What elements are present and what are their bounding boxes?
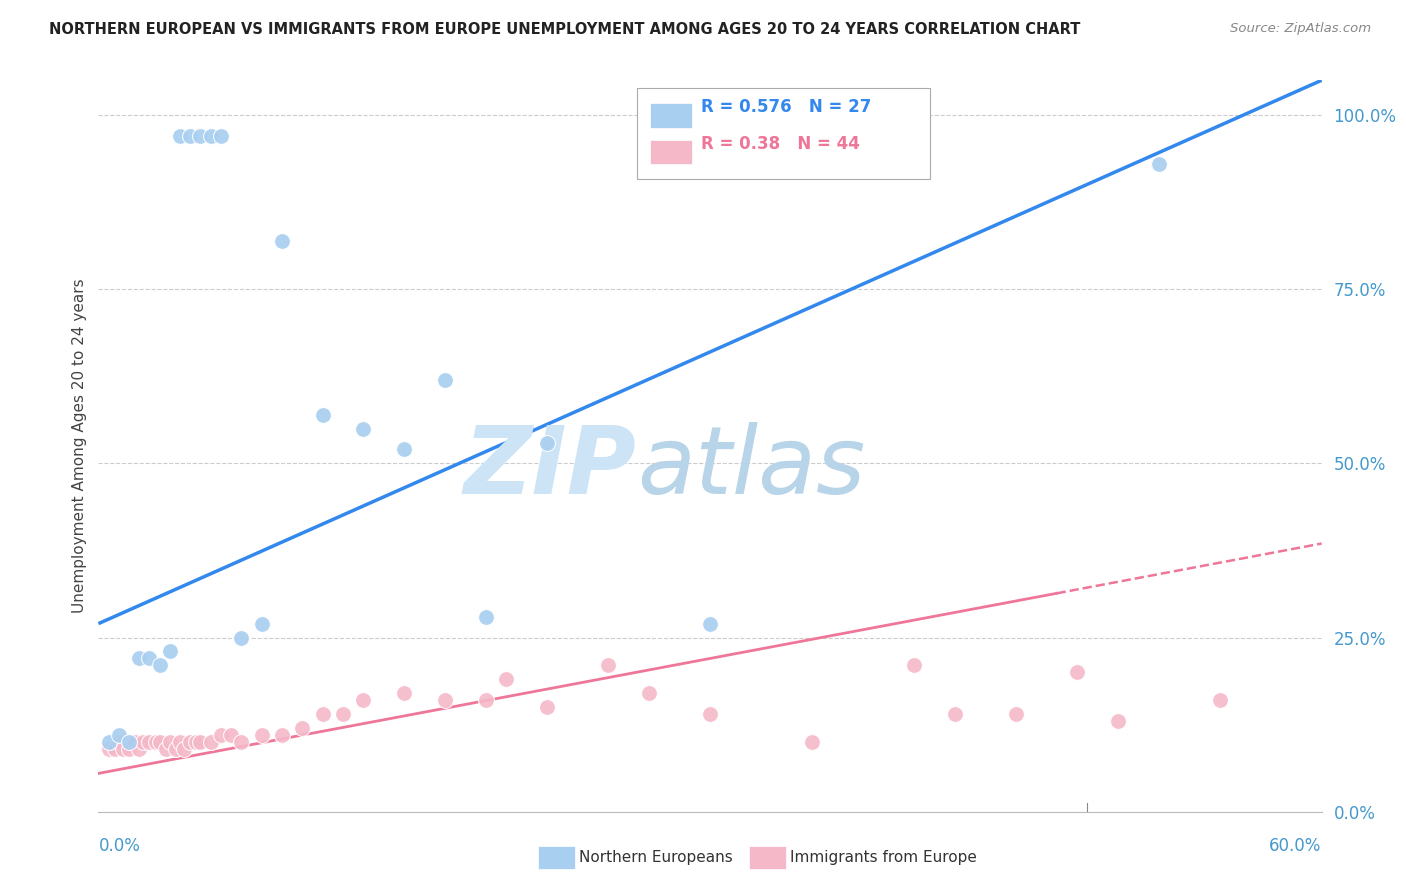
- Point: [179, 128, 201, 143]
- Point: [97, 742, 120, 756]
- Point: [165, 742, 187, 756]
- Point: [124, 735, 146, 749]
- Point: [801, 735, 824, 749]
- FancyBboxPatch shape: [637, 87, 931, 179]
- Point: [434, 693, 457, 707]
- Point: [250, 616, 273, 631]
- Point: [250, 728, 273, 742]
- Point: [332, 707, 354, 722]
- Point: [97, 735, 120, 749]
- Point: [1107, 714, 1129, 728]
- Point: [434, 373, 457, 387]
- Point: [118, 742, 141, 756]
- Point: [128, 742, 150, 756]
- Point: [149, 735, 172, 749]
- Text: Immigrants from Europe: Immigrants from Europe: [790, 850, 977, 864]
- Point: [1209, 693, 1232, 707]
- Point: [188, 128, 212, 143]
- Point: [699, 707, 721, 722]
- Point: [392, 442, 416, 457]
- Point: [392, 686, 416, 700]
- Point: [169, 128, 191, 143]
- Point: [536, 435, 558, 450]
- Point: [132, 735, 155, 749]
- Point: [903, 658, 925, 673]
- Point: [108, 735, 131, 749]
- Point: [352, 421, 374, 435]
- Point: [111, 742, 134, 756]
- Text: 0.0%: 0.0%: [98, 838, 141, 855]
- Point: [270, 728, 294, 742]
- Point: [1066, 665, 1088, 680]
- Point: [1147, 157, 1170, 171]
- Point: [159, 644, 181, 658]
- Point: [231, 631, 253, 645]
- Point: [474, 693, 498, 707]
- Text: 60.0%: 60.0%: [1270, 838, 1322, 855]
- Point: [138, 735, 160, 749]
- Point: [104, 742, 127, 756]
- Y-axis label: Unemployment Among Ages 20 to 24 years: Unemployment Among Ages 20 to 24 years: [72, 278, 87, 614]
- Point: [270, 234, 294, 248]
- Text: R = 0.38   N = 44: R = 0.38 N = 44: [702, 135, 860, 153]
- FancyBboxPatch shape: [650, 103, 692, 128]
- Point: [312, 707, 335, 722]
- Point: [169, 735, 191, 749]
- Point: [173, 742, 195, 756]
- Point: [219, 728, 242, 742]
- Point: [495, 673, 517, 687]
- Text: Northern Europeans: Northern Europeans: [579, 850, 733, 864]
- Point: [598, 658, 620, 673]
- Point: [149, 658, 172, 673]
- Point: [188, 735, 212, 749]
- Text: R = 0.576   N = 27: R = 0.576 N = 27: [702, 98, 872, 116]
- Point: [145, 735, 167, 749]
- Point: [943, 707, 966, 722]
- Point: [138, 651, 160, 665]
- Point: [200, 735, 222, 749]
- Point: [536, 700, 558, 714]
- Point: [200, 128, 222, 143]
- Point: [209, 728, 232, 742]
- Point: [699, 616, 721, 631]
- Point: [474, 609, 498, 624]
- Text: atlas: atlas: [637, 423, 865, 514]
- Point: [159, 735, 181, 749]
- FancyBboxPatch shape: [650, 139, 692, 164]
- Text: Source: ZipAtlas.com: Source: ZipAtlas.com: [1230, 22, 1371, 36]
- Point: [128, 651, 150, 665]
- Point: [638, 686, 661, 700]
- Point: [186, 735, 208, 749]
- Point: [155, 742, 177, 756]
- Point: [209, 128, 232, 143]
- Point: [118, 735, 141, 749]
- Point: [291, 721, 314, 735]
- Point: [231, 735, 253, 749]
- Point: [312, 408, 335, 422]
- Text: NORTHERN EUROPEAN VS IMMIGRANTS FROM EUROPE UNEMPLOYMENT AMONG AGES 20 TO 24 YEA: NORTHERN EUROPEAN VS IMMIGRANTS FROM EUR…: [49, 22, 1081, 37]
- Point: [108, 728, 131, 742]
- Point: [1004, 707, 1026, 722]
- Text: ZIP: ZIP: [464, 422, 637, 514]
- Point: [179, 735, 201, 749]
- Point: [352, 693, 374, 707]
